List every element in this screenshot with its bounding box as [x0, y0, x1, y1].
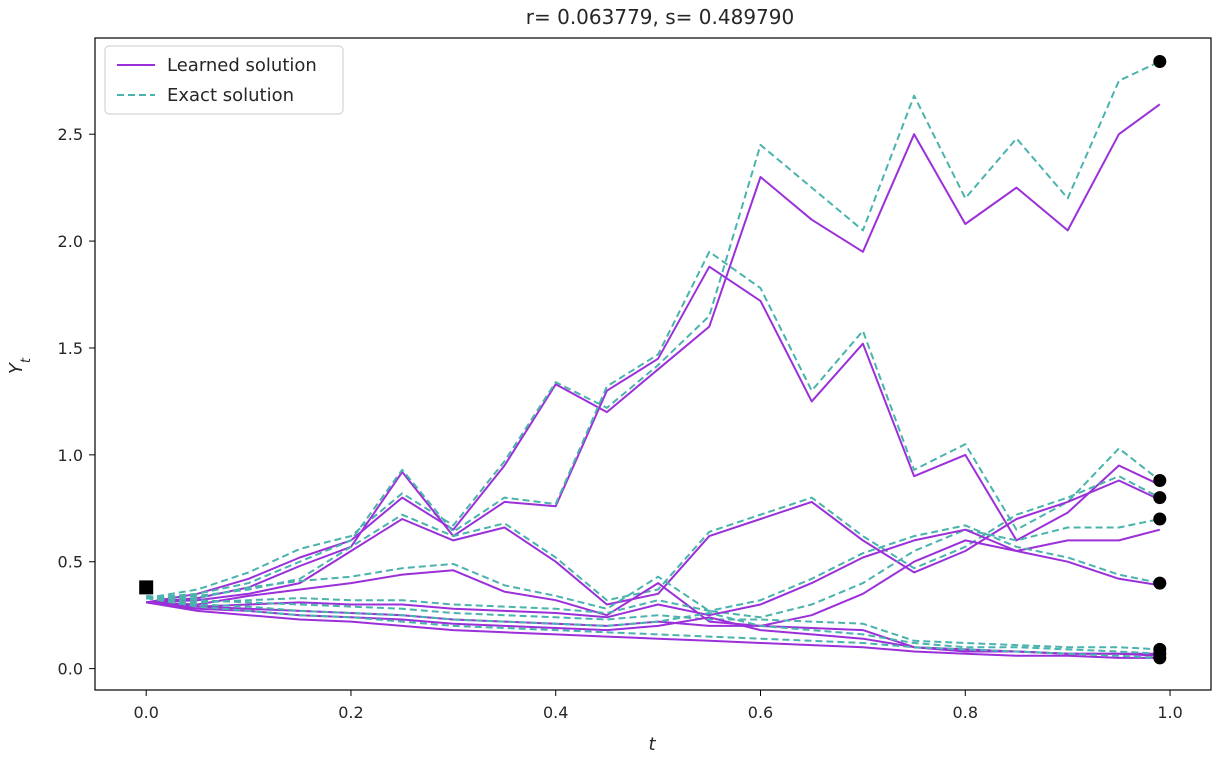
- learned-solution-line-3: [146, 479, 1161, 606]
- legend: Learned solution Exact solution: [104, 45, 344, 115]
- y-tick-label: 0.0: [58, 660, 83, 679]
- learned-solution-line-5: [146, 528, 1160, 619]
- y-tick-label: 0.5: [58, 553, 83, 572]
- exact-solution-line-4: [146, 518, 1161, 619]
- y-axis-ticks: 0.0 0.5 1.0 1.5 2.0 2.5: [58, 125, 95, 679]
- x-tick-label: 1.0: [1157, 703, 1182, 722]
- x-tick-label: 0.6: [748, 703, 773, 722]
- exact-solution-line-8: [146, 597, 1160, 659]
- terminal-value-marker: [1153, 512, 1167, 526]
- learned-solution-line-8: [146, 601, 1160, 659]
- legend-box: [104, 45, 344, 115]
- terminal-value-marker: [1153, 491, 1167, 505]
- terminal-value-marker: [1153, 55, 1167, 69]
- exact-solution-line-3: [146, 475, 1161, 602]
- y-tick-label: 1.0: [58, 446, 83, 465]
- y-axis-label: Yt: [6, 357, 34, 374]
- x-axis-ticks: 0.0 0.2 0.4 0.6 0.8 1.0: [133, 690, 1183, 722]
- learned-solution-line-1: [146, 103, 1161, 604]
- terminal-value-marker: [1153, 651, 1167, 665]
- terminal-value-marker: [1153, 576, 1167, 590]
- x-tick-label: 0.0: [133, 703, 158, 722]
- exact-solution-line-1: [146, 60, 1161, 600]
- chart-title: r= 0.063779, s= 0.489790: [526, 5, 794, 29]
- learned-solution-line-6: [146, 601, 1160, 655]
- learned-solution-line-4: [146, 528, 1161, 627]
- solution-markers: [139, 55, 1167, 665]
- exact-solution-line-5: [146, 524, 1161, 614]
- plot-frame: [94, 37, 1212, 691]
- plot-area: [146, 60, 1161, 659]
- legend-label-2: Exact solution: [167, 85, 294, 106]
- x-tick-label: 0.2: [338, 703, 363, 722]
- y-tick-label: 2.0: [58, 232, 83, 251]
- exact-solution-line-2: [146, 250, 1161, 600]
- initial-value-marker: [139, 580, 154, 595]
- terminal-value-marker: [1153, 474, 1167, 488]
- exact-solution-line-6: [146, 594, 1160, 651]
- legend-label-1: Learned solution: [167, 55, 317, 76]
- exact-solution-line-7: [146, 597, 1160, 655]
- y-tick-label: 1.5: [58, 339, 83, 358]
- x-axis-label: t: [648, 734, 656, 755]
- x-tick-label: 0.4: [543, 703, 568, 722]
- x-tick-label: 0.8: [953, 703, 978, 722]
- y-tick-label: 2.5: [58, 125, 83, 144]
- learned-solution-line-2: [146, 265, 1161, 604]
